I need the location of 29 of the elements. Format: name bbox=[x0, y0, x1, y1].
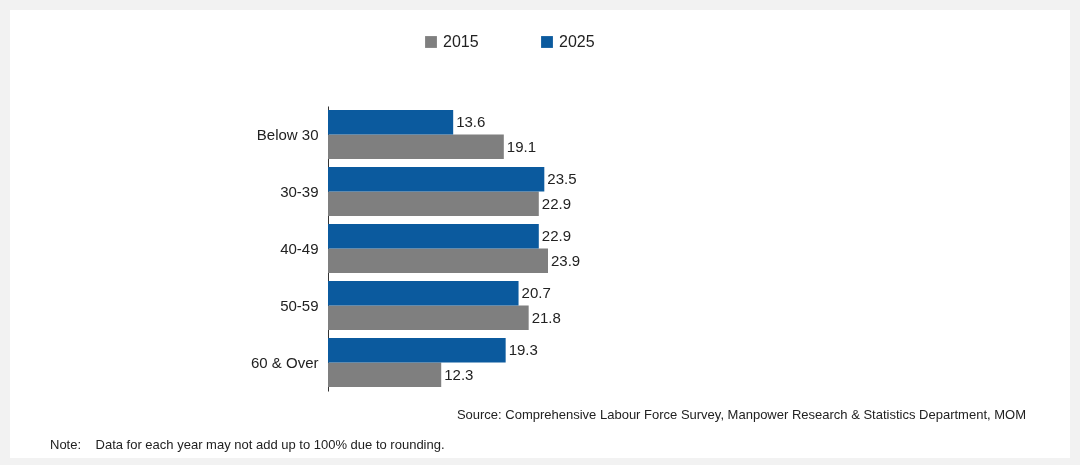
bar bbox=[328, 305, 529, 331]
y-tick-label: Below 30 bbox=[256, 125, 319, 143]
data-label: 22.9 bbox=[541, 194, 571, 212]
legend-label: 2025 bbox=[559, 33, 595, 50]
text: Note: Data for each year may not add up to 100% due to rounding. bbox=[50, 437, 445, 452]
source-note: Source: Comprehensive Labour Force Survey, Manpower Research & Statistics Department, MOM bbox=[456, 407, 1026, 422]
bar bbox=[328, 109, 454, 135]
bar bbox=[328, 191, 539, 217]
data-label: 13.6 bbox=[456, 113, 486, 131]
data-label: 23.9 bbox=[551, 251, 581, 269]
y-tick-label: 40-49 bbox=[280, 239, 319, 257]
y-tick-label: 30-39 bbox=[280, 182, 319, 200]
legend-label: 2015 bbox=[443, 33, 479, 50]
bar bbox=[328, 223, 539, 249]
y-tick-label: 50-59 bbox=[280, 296, 319, 314]
data-label: 19.1 bbox=[506, 137, 537, 155]
data-label: 19.3 bbox=[508, 341, 538, 359]
data-label: 21.8 bbox=[531, 308, 561, 326]
y-tick-label: 60 & Over bbox=[250, 353, 319, 371]
bar bbox=[328, 362, 442, 388]
bar bbox=[328, 337, 506, 363]
bar bbox=[328, 248, 548, 274]
bar bbox=[328, 166, 545, 192]
bar bbox=[328, 280, 519, 306]
data-label: 20.7 bbox=[521, 284, 551, 302]
data-label: 23.5 bbox=[547, 170, 577, 188]
data-label: 22.9 bbox=[541, 227, 571, 245]
data-label: 12.3 bbox=[444, 365, 474, 383]
bar bbox=[328, 134, 504, 160]
